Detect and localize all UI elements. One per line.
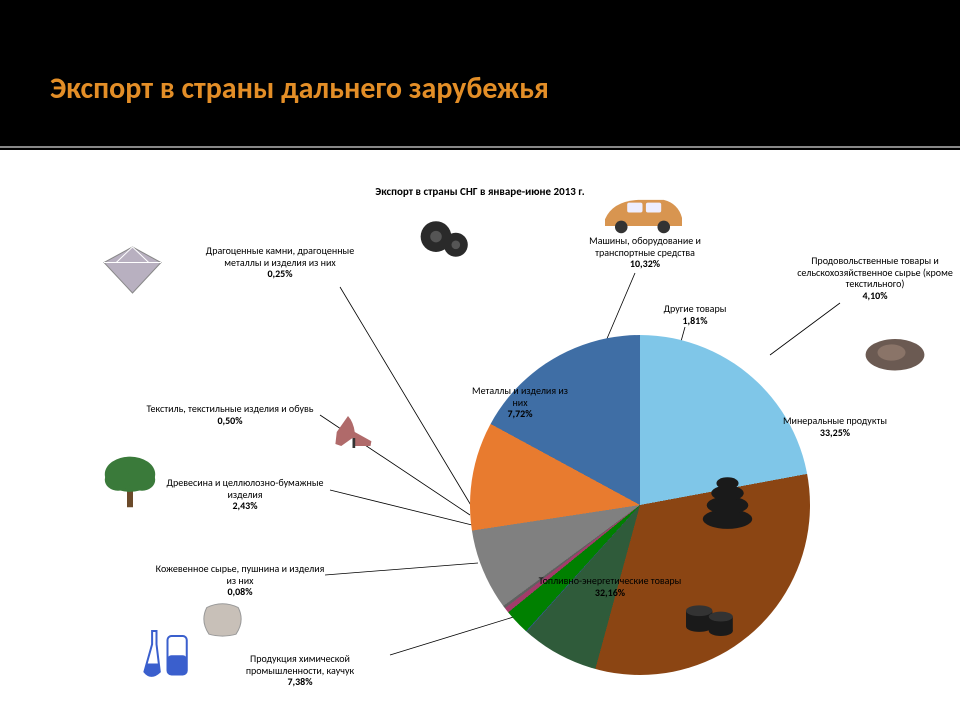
slice-label: Кожевенное сырье, пушнина и изделия из н… xyxy=(155,563,325,598)
slice-label: Древесина и целлюлозно-бумажные изделия2… xyxy=(160,477,330,512)
slice-label: Металлы и изделия из них7,72% xyxy=(470,385,570,420)
slice-label: Продукция химической промышленности, кау… xyxy=(210,653,390,688)
chart-area: Экспорт в страны СНГ в январе-июне 2013 … xyxy=(40,155,920,695)
diamond-icon xyxy=(100,245,165,300)
slice-label: Драгоценные камни, драгоценные металлы и… xyxy=(190,245,370,280)
flasks-icon xyxy=(140,625,195,685)
barrels-icon xyxy=(680,595,740,645)
slice-label: Топливно-энергетические товары32,16% xyxy=(520,575,700,598)
slice-label: Другие товары1,81% xyxy=(640,303,750,326)
tree-icon xyxy=(100,455,160,515)
gears-icon xyxy=(415,215,475,268)
slice-label: Минеральные продукты33,25% xyxy=(760,415,910,438)
slide: Экспорт в страны дальнего зарубежья Эксп… xyxy=(0,0,960,720)
slice-label: Машины, оборудование и транспортные сред… xyxy=(570,235,720,270)
slide-title: Экспорт в страны дальнего зарубежья xyxy=(50,70,549,107)
slice-label: Текстиль, текстильные изделия и обувь0,5… xyxy=(140,403,320,426)
title-rule xyxy=(0,146,960,148)
hide-icon xyxy=(200,600,245,643)
meat-icon xyxy=(860,330,930,380)
chart-title: Экспорт в страны СНГ в январе-июне 2013 … xyxy=(40,185,920,198)
car-icon xyxy=(600,190,685,240)
stones-icon xyxy=(695,475,760,535)
shoe-icon xyxy=(330,410,375,455)
slice-label: Продовольственные товары и сельскохозяйс… xyxy=(790,255,960,301)
